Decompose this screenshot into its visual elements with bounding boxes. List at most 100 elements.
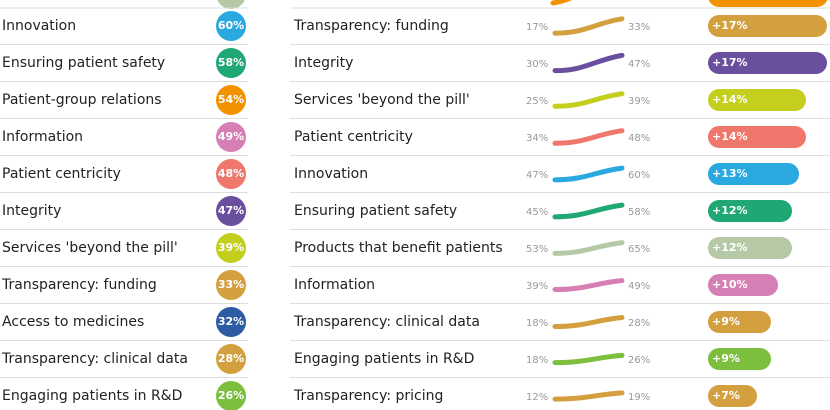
row-label: Transparency: pricing (293, 388, 443, 404)
end-label: 60% (628, 170, 650, 181)
end-label: 65% (628, 244, 650, 255)
change-bar (708, 163, 799, 185)
start-label: 39% (526, 281, 548, 292)
value-label: 60% (218, 19, 244, 32)
change-label: +9% (712, 352, 740, 365)
start-label: 45% (526, 207, 548, 218)
end-label: 49% (628, 281, 650, 292)
sparkline (552, 240, 625, 256)
row-label: Patient centricity (2, 166, 121, 182)
sparkline (552, 91, 625, 109)
end-label: 58% (628, 207, 650, 218)
sparkline (552, 390, 625, 402)
sparkline (552, 128, 625, 146)
row-label: Innovation (2, 18, 76, 34)
change-label: +13% (712, 167, 748, 180)
sparkline (552, 202, 625, 220)
row-label: Transparency: funding (293, 18, 449, 34)
row-label: Ensuring patient safety (294, 203, 457, 219)
value-label: 26% (218, 389, 244, 402)
row-label: Innovation (294, 166, 368, 182)
row-label: Transparency: funding (1, 277, 157, 293)
start-label: 30% (526, 59, 548, 70)
change-bar (708, 237, 792, 259)
change-bar (708, 274, 778, 296)
value-label: 58% (218, 56, 244, 69)
sparkline (552, 165, 625, 183)
change-bar (708, 200, 792, 222)
end-label: 33% (628, 22, 650, 33)
value-circle (216, 48, 246, 78)
value-label: 47% (218, 204, 244, 217)
start-label: 34% (526, 133, 548, 144)
start-label: 47% (526, 170, 548, 181)
change-bar (708, 348, 771, 370)
change-bar (708, 126, 806, 148)
end-label: 48% (628, 133, 650, 144)
row-label: Patient-group relations (2, 92, 162, 108)
value-circle (216, 381, 246, 410)
cut-sparkline (550, 0, 573, 6)
value-circle (216, 11, 246, 41)
row-label: Services 'beyond the pill' (294, 92, 470, 108)
row-label: Engaging patients in R&D (2, 388, 182, 404)
change-label: +9% (712, 315, 740, 328)
value-circle (216, 159, 246, 189)
change-label: +10% (712, 278, 748, 291)
sparkline (552, 278, 625, 292)
value-circle (216, 196, 246, 226)
value-circle (216, 307, 246, 337)
change-label: +12% (712, 241, 748, 254)
change-label: +7% (712, 389, 740, 402)
cut-bar (708, 0, 828, 7)
row-label: Integrity (294, 55, 353, 71)
change-label: +14% (712, 93, 748, 106)
end-label: 39% (628, 96, 650, 107)
row-label: Ensuring patient safety (2, 55, 165, 71)
cut-circle (217, 0, 245, 9)
start-label: 12% (526, 392, 548, 403)
end-label: 28% (628, 318, 650, 329)
value-label: 48% (218, 167, 244, 180)
change-label: +17% (712, 19, 748, 32)
sparkline (552, 352, 625, 366)
value-circle (216, 270, 246, 300)
change-bar (708, 15, 827, 37)
change-bar (708, 89, 806, 111)
row-label: Access to medicines (2, 314, 144, 330)
value-label: 49% (218, 130, 244, 143)
row-label: Information (2, 129, 83, 145)
row-label: Transparency: clinical data (1, 351, 188, 367)
row-label: Products that benefit patients (294, 240, 503, 256)
start-label: 18% (526, 318, 548, 329)
change-label: +17% (712, 56, 748, 69)
row-label: Information (294, 277, 375, 293)
value-label: 32% (218, 315, 244, 328)
change-bar (708, 52, 827, 74)
value-circle (216, 122, 246, 152)
value-label: 54% (218, 93, 244, 106)
change-bar (708, 311, 771, 333)
value-circle (216, 344, 246, 374)
row-label: Transparency: clinical data (293, 314, 480, 330)
start-label: 18% (526, 355, 548, 366)
sparkline (552, 315, 625, 329)
row-label: Patient centricity (294, 129, 413, 145)
change-label: +12% (712, 204, 748, 217)
end-label: 47% (628, 59, 650, 70)
value-label: 39% (218, 241, 244, 254)
end-label: 26% (628, 355, 650, 366)
value-label: 28% (218, 352, 244, 365)
start-label: 17% (526, 22, 548, 33)
change-label: +14% (712, 130, 748, 143)
row-label: Services 'beyond the pill' (2, 240, 178, 256)
row-label: Engaging patients in R&D (294, 351, 474, 367)
end-label: 19% (628, 392, 650, 403)
start-label: 53% (526, 244, 548, 255)
value-circle (216, 85, 246, 115)
value-label: 33% (218, 278, 244, 291)
sparkline (552, 16, 625, 36)
sparkline (552, 52, 625, 74)
start-label: 25% (526, 96, 548, 107)
